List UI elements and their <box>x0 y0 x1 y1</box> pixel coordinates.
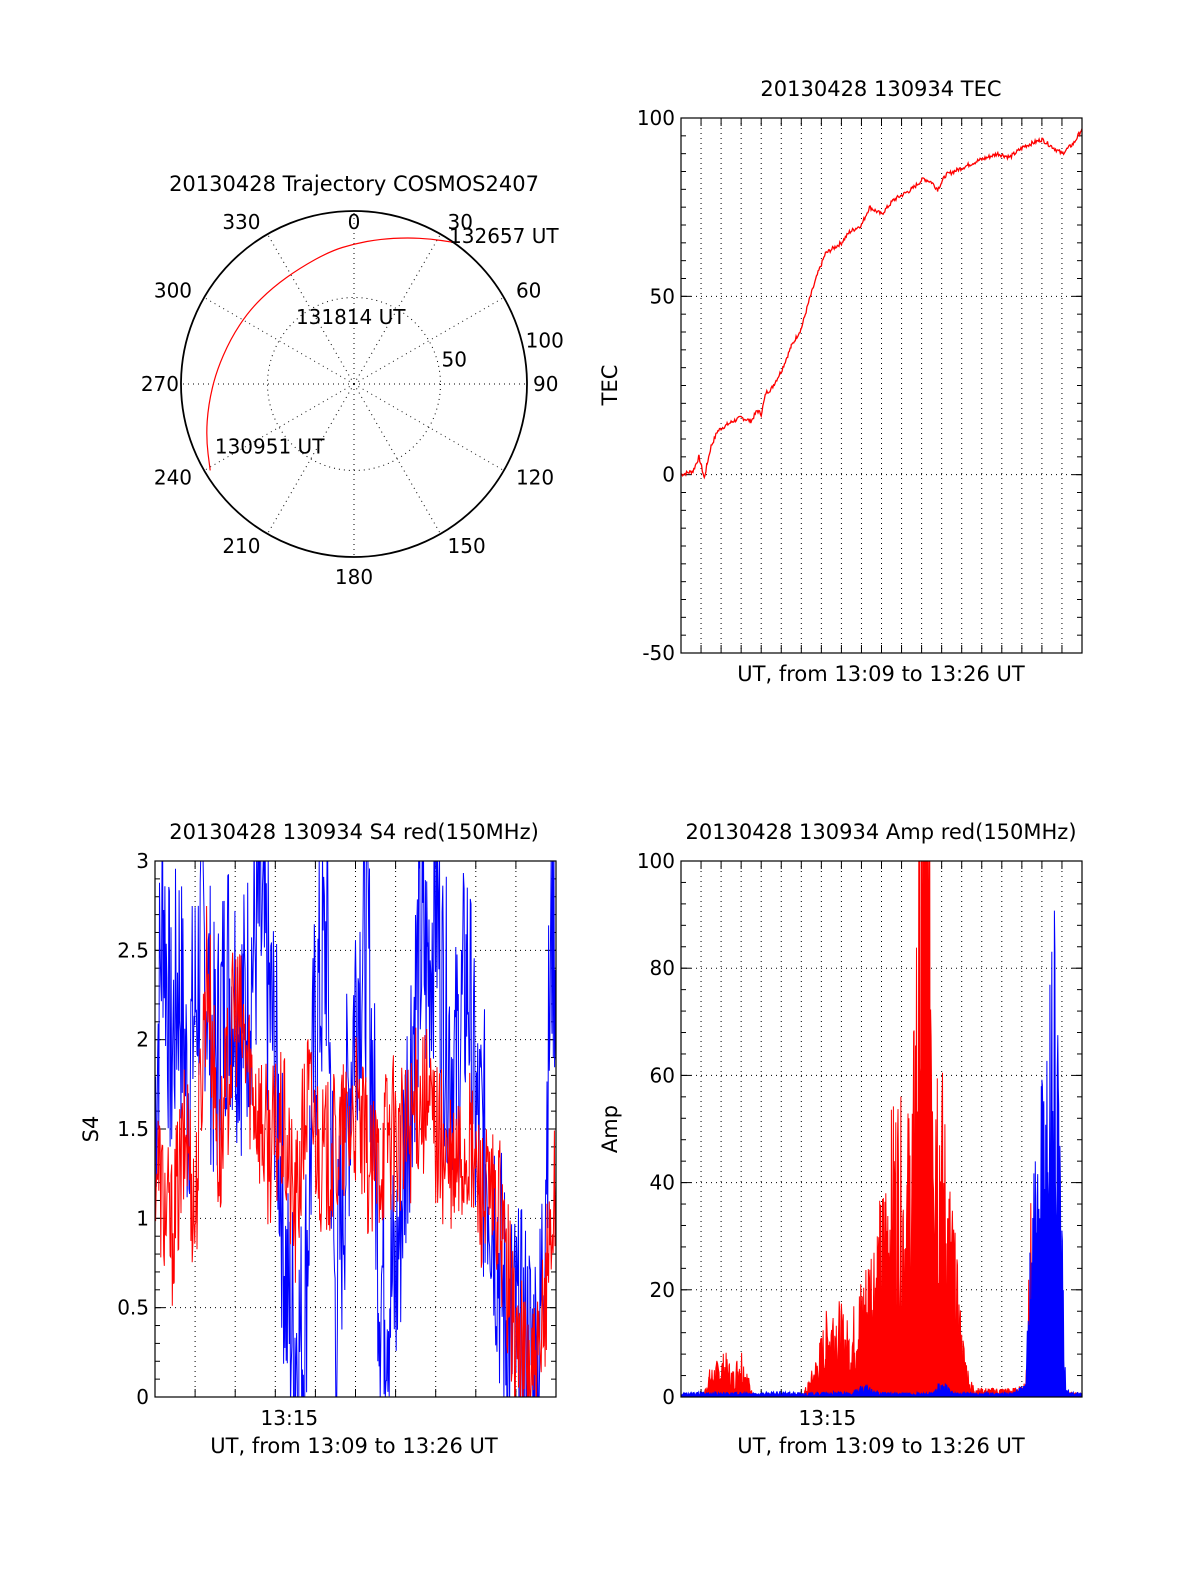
y-tick-label: 100 <box>637 849 675 873</box>
y-tick-label: 40 <box>650 1171 675 1195</box>
polar-radius-label: 50 <box>442 348 467 372</box>
polar-angle-label: 270 <box>141 372 179 396</box>
time-annotation: 130951 UT <box>215 434 325 458</box>
polar-outer-ring <box>180 210 528 558</box>
s4-series <box>155 861 556 1397</box>
y-tick-label: 0 <box>136 1385 149 1409</box>
polar-angle-labels: 0 30 60 90 120 150 180 210 240 270 300 330 <box>141 210 559 589</box>
amp-x-axis-label: UT, from 13:09 to 13:26 UT <box>737 1434 1025 1458</box>
amp-plot: 20130428 130934 Amp red(150MHz) 100 80 60 4… <box>598 820 1083 1458</box>
amp-y-tick-labels: 100 80 60 40 20 0 <box>637 849 675 1409</box>
trajectory-line <box>206 237 454 471</box>
polar-trajectory-series <box>206 237 454 471</box>
polar-grid <box>180 210 528 558</box>
y-tick-label: 0 <box>662 463 675 487</box>
polar-angle-label: 30 <box>448 210 473 234</box>
y-tick-label: 3 <box>136 849 149 873</box>
s4-plot: 20130428 130934 S4 red(150MHz) 3 2.5 2 1.5 1… <box>79 820 557 1458</box>
polar-angle-label: 0 <box>348 210 361 234</box>
polar-angle-label: 300 <box>154 279 192 303</box>
polar-angle-label: 240 <box>154 466 192 490</box>
trajectory-polar-plot: 20130428 Trajectory COSMOS2407 0 30 60 90 12… <box>141 172 564 589</box>
y-tick-label: 60 <box>650 1063 675 1087</box>
tec-y-axis-label: TEC <box>598 365 622 407</box>
polar-angle-label: 180 <box>335 565 373 589</box>
y-tick-label: 100 <box>637 106 675 130</box>
tec-grid <box>681 117 1082 654</box>
polar-angle-label: 330 <box>222 210 260 234</box>
s4-plot-title: 20130428 130934 S4 red(150MHz) <box>169 820 539 844</box>
tec-y-tick-labels: 100 50 0 -50 <box>637 106 675 665</box>
polar-angle-label: 150 <box>448 534 486 558</box>
amp-axes-frame <box>680 860 1083 1398</box>
x-tick-label: 13:15 <box>261 1406 319 1430</box>
amp-y-axis-label: Amp <box>598 1105 622 1153</box>
polar-time-annotations: 132657 UT 131814 UT 130951 UT <box>215 224 560 459</box>
tec-axes-frame <box>680 117 1083 654</box>
polar-ring-50 <box>267 297 441 471</box>
s4-x-axis-label: UT, from 13:09 to 13:26 UT <box>210 1434 498 1458</box>
series-area <box>681 910 1082 1397</box>
y-tick-label: 50 <box>650 284 675 308</box>
s4-x-tick-labels: 13:15 <box>261 1406 319 1430</box>
series-line <box>155 861 556 1397</box>
y-tick-label: 20 <box>650 1278 675 1302</box>
polar-angle-label: 120 <box>516 466 554 490</box>
amp-series <box>681 861 1082 1397</box>
tec-plot: 20130428 130934 TEC 100 50 0 -50 UT, from 1… <box>598 77 1083 686</box>
y-tick-label: 0 <box>662 1385 675 1409</box>
y-tick-label: 80 <box>650 956 675 980</box>
polar-angle-label: 210 <box>222 534 260 558</box>
polar-radius-labels: 50 100 <box>442 328 564 371</box>
s4-axes-frame <box>154 860 557 1398</box>
trajectory-plot-title: 20130428 Trajectory COSMOS2407 <box>169 172 539 196</box>
time-annotation: 132657 UT <box>449 224 559 248</box>
y-tick-label: 2.5 <box>117 938 149 962</box>
polar-radius-label: 100 <box>526 328 564 352</box>
tec-x-axis-label: UT, from 13:09 to 13:26 UT <box>737 662 1025 686</box>
s4-y-axis-label: S4 <box>79 1116 103 1143</box>
amp-x-tick-labels: 13:15 <box>799 1406 857 1430</box>
x-tick-label: 13:15 <box>799 1406 857 1430</box>
series-line <box>681 128 1082 480</box>
tec-plot-title: 20130428 130934 TEC <box>760 77 1001 101</box>
tec-series <box>681 128 1082 480</box>
time-annotation: 131814 UT <box>296 305 406 329</box>
s4-y-tick-labels: 3 2.5 2 1.5 1 0.5 0 <box>117 849 149 1409</box>
y-tick-label: 2 <box>136 1028 149 1052</box>
series-line <box>155 905 556 1397</box>
polar-angle-label: 90 <box>533 372 558 396</box>
y-tick-label: 1 <box>136 1206 149 1230</box>
polar-angle-label: 60 <box>516 279 541 303</box>
y-tick-label: 0.5 <box>117 1296 149 1320</box>
amp-plot-title: 20130428 130934 Amp red(150MHz) <box>685 820 1076 844</box>
y-tick-label: -50 <box>642 641 675 665</box>
y-tick-label: 1.5 <box>117 1117 149 1141</box>
series-area <box>681 861 1082 1397</box>
